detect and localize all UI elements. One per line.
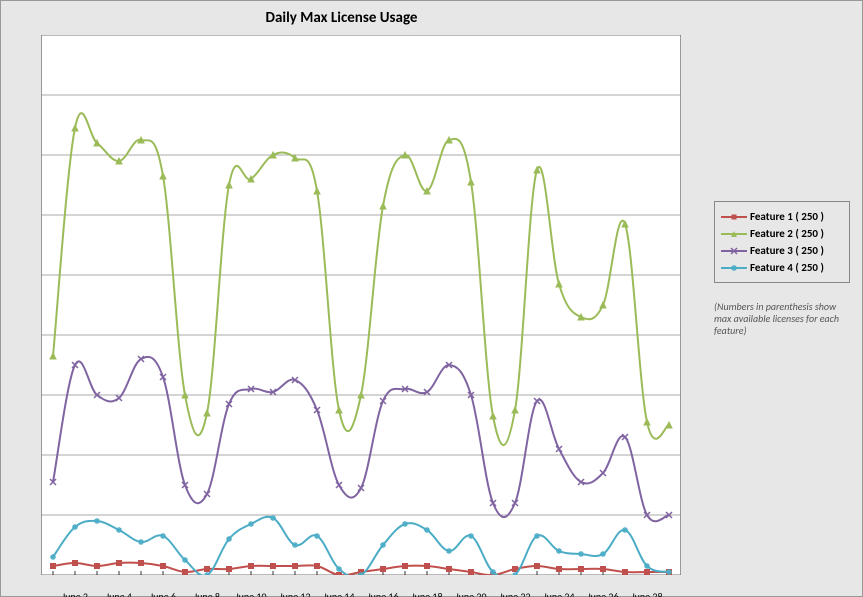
x-tick-label: June 4 [106, 590, 132, 597]
legend-item: Feature 3 ( 250 ) [721, 242, 843, 259]
x-tick-label: June 14 [323, 590, 354, 597]
x-tick-label: June 6 [150, 590, 176, 597]
chart-frame: Daily Max License Usage Number of Licens… [0, 0, 863, 597]
legend-label: Feature 4 ( 250 ) [750, 261, 824, 274]
legend-label: Feature 1 ( 250 ) [750, 210, 824, 223]
x-tick-label: June 16 [367, 590, 398, 597]
x-tick-label: June 8 [194, 590, 220, 597]
legend-item: Feature 1 ( 250 ) [721, 208, 843, 225]
chart-plot-area [41, 35, 681, 575]
x-tick-label: June 20 [455, 590, 486, 597]
legend-item: Feature 4 ( 250 ) [721, 259, 843, 276]
legend-item: Feature 2 ( 250 ) [721, 225, 843, 242]
legend-label: Feature 2 ( 250 ) [750, 227, 824, 240]
x-tick-label: June 28 [631, 590, 662, 597]
x-tick-label: June 10 [235, 590, 266, 597]
x-tick-label: June 24 [543, 590, 574, 597]
x-tick-label: June 18 [411, 590, 442, 597]
legend-note: (Numbers in parenthesis show max availab… [714, 301, 850, 337]
chart-title: Daily Max License Usage [1, 9, 682, 27]
x-tick-label: June 12 [279, 590, 310, 597]
x-tick-label: June 2 [62, 590, 88, 597]
legend: Feature 1 ( 250 ) Feature 2 ( 250 ) Featur… [714, 201, 850, 283]
legend-label: Feature 3 ( 250 ) [750, 244, 824, 257]
x-tick-label: June 26 [587, 590, 618, 597]
x-tick-label: June 22 [499, 590, 530, 597]
